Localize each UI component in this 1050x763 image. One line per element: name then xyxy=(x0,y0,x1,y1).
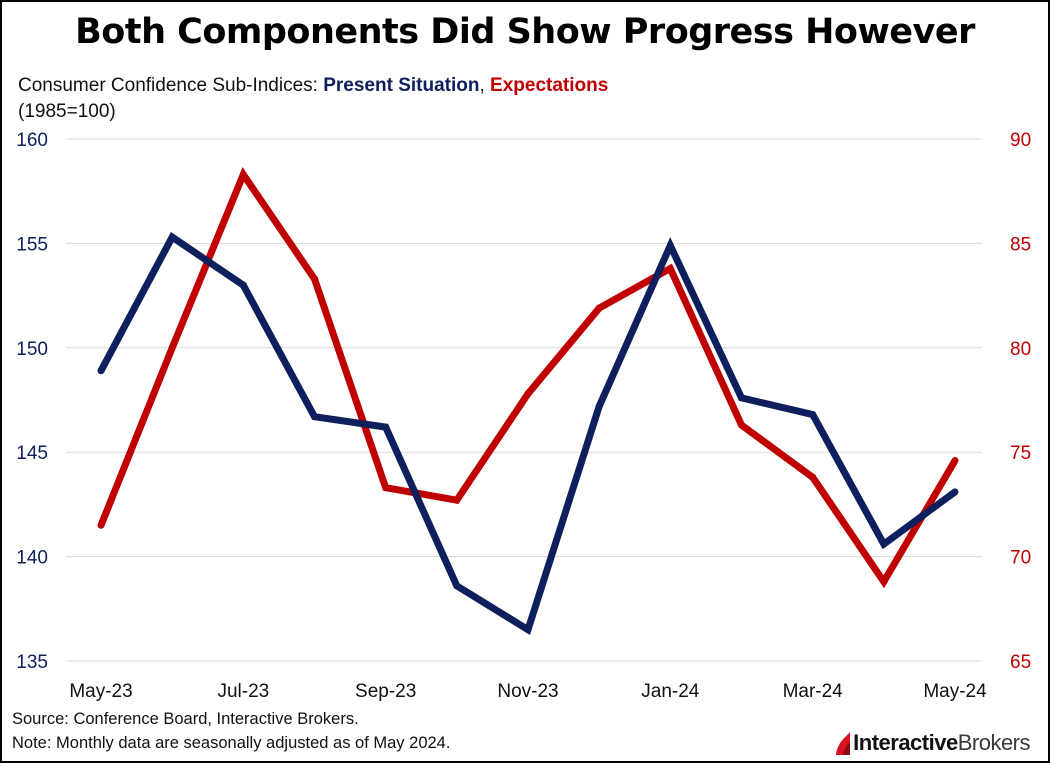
data-point-present-situation xyxy=(311,413,318,421)
interactive-brokers-logo: InteractiveBrokers xyxy=(833,728,1031,758)
legend-expectations: Expectations xyxy=(490,75,609,96)
data-point-expectations xyxy=(239,170,247,178)
y-right-tick-label: 70 xyxy=(1010,548,1031,569)
data-point-present-situation xyxy=(809,411,817,419)
y-left-tick-label: 160 xyxy=(16,130,48,151)
data-point-expectations xyxy=(168,344,176,352)
data-point-expectations xyxy=(311,275,318,283)
data-point-present-situation xyxy=(239,281,247,289)
data-point-expectations xyxy=(524,390,532,398)
ib-flame-logo-icon xyxy=(836,732,851,755)
logo-text-brokers: Brokers xyxy=(957,730,1031,755)
data-point-expectations xyxy=(809,473,817,481)
y-right-tick-label: 75 xyxy=(1010,443,1031,464)
data-point-expectations xyxy=(382,484,390,492)
data-point-expectations xyxy=(666,264,674,272)
y-left-tick-label: 150 xyxy=(16,339,48,360)
x-tick-label: May-23 xyxy=(69,681,132,702)
footnote: Note: Monthly data are seasonally adjust… xyxy=(12,734,451,752)
data-point-present-situation xyxy=(738,394,745,402)
data-point-expectations xyxy=(453,496,461,504)
x-tick-label: Jul-23 xyxy=(217,681,269,702)
data-point-present-situation xyxy=(453,582,461,590)
x-tick-label: Nov-23 xyxy=(497,681,558,702)
logo-wordmark: InteractiveBrokers xyxy=(853,730,1030,756)
data-point-expectations xyxy=(738,421,745,429)
data-point-present-situation xyxy=(880,540,888,548)
series-line-expectations xyxy=(97,167,959,589)
logo-text-interactive: Interactive xyxy=(853,730,958,755)
x-tick-label: May-24 xyxy=(923,681,987,702)
data-point-present-situation xyxy=(168,233,176,241)
x-tick-label: Sep-23 xyxy=(355,681,416,702)
legend-present-situation: Present Situation xyxy=(323,75,480,96)
data-point-expectations xyxy=(951,457,959,465)
data-point-expectations xyxy=(97,521,105,529)
y-right-tick-label: 85 xyxy=(1010,234,1031,255)
chart-subtitle: Consumer Confidence Sub-Indices: Present… xyxy=(18,75,608,97)
y-right-tick-label: 80 xyxy=(1010,339,1031,360)
x-tick-label: Jan-24 xyxy=(641,681,700,702)
series-line-present-situation xyxy=(97,232,958,636)
data-point-present-situation xyxy=(97,367,105,375)
x-tick-label: Mar-24 xyxy=(783,681,844,702)
y-left-tick-label: 135 xyxy=(16,652,48,673)
index-base-note: (1985=100) xyxy=(18,101,116,122)
data-point-present-situation xyxy=(382,423,390,431)
data-point-present-situation xyxy=(595,402,603,410)
y-right-tick-label: 65 xyxy=(1010,652,1031,673)
y-left-tick-label: 145 xyxy=(16,443,48,464)
subtitle-prefix: Consumer Confidence Sub-Indices: xyxy=(18,75,324,96)
data-point-present-situation xyxy=(666,241,674,249)
source-note: Source: Conference Board, Interactive Br… xyxy=(12,710,359,728)
subtitle-separator: , xyxy=(479,75,491,96)
data-point-expectations xyxy=(595,304,603,312)
data-point-present-situation xyxy=(524,626,532,634)
y-right-tick-label: 90 xyxy=(1010,130,1031,151)
chart-title: Both Components Did Show Progress Howeve… xyxy=(75,12,975,52)
y-left-tick-label: 155 xyxy=(16,234,48,255)
y-left-tick-label: 140 xyxy=(16,548,48,569)
data-point-present-situation xyxy=(951,488,959,496)
data-point-expectations xyxy=(880,578,888,586)
